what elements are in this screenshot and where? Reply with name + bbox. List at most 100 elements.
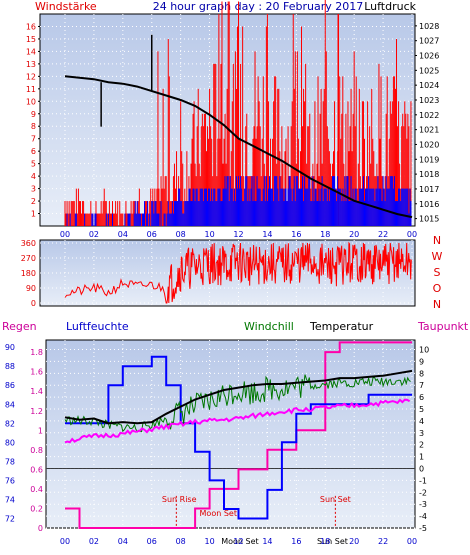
- y-left-tick-label: 11: [26, 85, 36, 94]
- y-rain-tick-label: 1.4: [30, 387, 43, 396]
- y-right-tick-label: 1020: [419, 140, 439, 149]
- x-tick-label: 00: [60, 537, 70, 546]
- y-temp-tick-label: 8: [419, 369, 424, 378]
- wind-direction-line: [64, 241, 412, 304]
- y-temp-tick-label: 2: [419, 441, 424, 450]
- y-humidity-tick-label: 76: [5, 476, 15, 485]
- y-rain-tick-label: 0.6: [30, 465, 43, 474]
- y-left-tick-label: 15: [26, 35, 36, 44]
- legend-windchill: Windchill: [244, 320, 294, 333]
- x-tick-label: 20: [349, 230, 359, 239]
- x-tick-label: 14: [262, 230, 272, 239]
- y-rain-tick-label: 1.8: [30, 348, 43, 357]
- x-tick-label: 04: [118, 230, 128, 239]
- x-tick-label: 22: [378, 230, 388, 239]
- y-left-tick-label: 16: [26, 22, 36, 31]
- direction-label: O: [433, 282, 442, 295]
- y-humidity-tick-label: 90: [5, 343, 15, 352]
- y-humidity-tick-label: 74: [5, 495, 15, 504]
- x-tick-label: 12: [233, 537, 243, 546]
- y-left-tick-label: 2: [31, 197, 36, 206]
- y-right-tick-label: 1015: [419, 215, 439, 224]
- legend-temperature: Temperatur: [309, 320, 374, 333]
- y-temp-tick-label: 5: [419, 405, 424, 414]
- x-tick-label: 18: [320, 537, 330, 546]
- x-tick-label: 16: [291, 230, 301, 239]
- dewpoint-line: [64, 398, 411, 444]
- header-right-label: Luftdruck: [364, 0, 416, 13]
- y-temp-tick-label: -4: [419, 512, 427, 521]
- y-left-tick-label: 9: [31, 110, 36, 119]
- x-tick-label: 02: [89, 537, 99, 546]
- y-left-tick-label: 12: [26, 72, 36, 81]
- direction-label: S: [434, 266, 441, 279]
- header-title: 24 hour graph day : 20 February 2017: [153, 0, 364, 13]
- y-right-tick-label: 1027: [419, 37, 439, 46]
- annotation-moon-set-axis: Moon Set: [221, 537, 258, 546]
- header-left-label: Windstärke: [35, 0, 97, 13]
- y-rain-tick-label: 1: [38, 426, 43, 435]
- y-humidity-tick-label: 72: [5, 514, 15, 523]
- x-tick-label: 02: [89, 230, 99, 239]
- wind-direction-data: [64, 241, 412, 304]
- x-tick-label: 10: [204, 230, 214, 239]
- y-temp-tick-label: 3: [419, 429, 424, 438]
- y-left-tick-label: 6: [31, 147, 36, 156]
- y-right-tick-label: 1019: [419, 155, 439, 164]
- y-humidity-tick-label: 84: [5, 400, 15, 409]
- y-rain-tick-label: 1.2: [30, 407, 43, 416]
- y-temp-tick-label: -1: [419, 476, 427, 485]
- y-right-tick-label: 1025: [419, 66, 439, 75]
- y-left-tick-label: 5: [31, 160, 36, 169]
- x-tick-label: 04: [118, 537, 128, 546]
- climate-panel: [45, 339, 416, 529]
- x-tick-label: 00: [407, 230, 417, 239]
- y-left-tick-label: 7: [31, 135, 36, 144]
- y-temp-tick-label: -3: [419, 500, 427, 509]
- y-left-tick-label: 4: [31, 172, 36, 181]
- y-temp-tick-label: 7: [419, 381, 424, 390]
- y-left-tick-label: 14: [26, 47, 36, 56]
- direction-label: W: [432, 250, 443, 263]
- y-right-tick-label: 1016: [419, 200, 439, 209]
- x-tick-label: 08: [176, 230, 186, 239]
- y-humidity-tick-label: 80: [5, 438, 15, 447]
- y-rain-tick-label: 0: [38, 524, 43, 533]
- y-tick-label: 180: [21, 269, 36, 278]
- y-right-tick-label: 1022: [419, 111, 439, 120]
- y-tick-label: 90: [26, 284, 36, 293]
- legend-humidity: Luftfeuchte: [66, 320, 129, 333]
- y-temp-tick-label: -2: [419, 488, 427, 497]
- y-temp-tick-label: 10: [419, 346, 429, 355]
- x-tick-label: 18: [320, 230, 330, 239]
- pressure-line: [64, 75, 413, 219]
- y-temp-tick-label: 0: [419, 465, 424, 474]
- x-tick-label: 16: [291, 537, 301, 546]
- y-rain-tick-label: 0.8: [30, 446, 43, 455]
- legend-dewpoint: Taupunkt: [417, 320, 469, 333]
- y-rain-tick-label: 1.6: [30, 368, 43, 377]
- y-temp-tick-label: 6: [419, 393, 424, 402]
- y-temp-tick-label: -5: [419, 524, 427, 533]
- humidity-line: [65, 355, 412, 520]
- y-temp-tick-label: 9: [419, 357, 424, 366]
- x-tick-label: 10: [204, 537, 214, 546]
- x-tick-label: 12: [233, 230, 243, 239]
- x-tick-label: 00: [60, 230, 70, 239]
- annotation-sun-set: Sun Set: [320, 495, 351, 504]
- y-right-tick-label: 1024: [419, 81, 439, 90]
- y-right-tick-label: 1021: [419, 126, 439, 135]
- x-tick-label: 06: [147, 537, 157, 546]
- x-tick-label: 08: [176, 537, 186, 546]
- wind-pressure-data: [64, 0, 413, 226]
- y-tick-label: 270: [21, 254, 36, 263]
- x-tick-label: 14: [262, 537, 272, 546]
- x-tick-label: 22: [378, 537, 388, 546]
- y-rain-tick-label: 0.2: [30, 504, 43, 513]
- y-left-tick-label: 13: [26, 60, 36, 69]
- y-left-tick-label: 8: [31, 122, 36, 131]
